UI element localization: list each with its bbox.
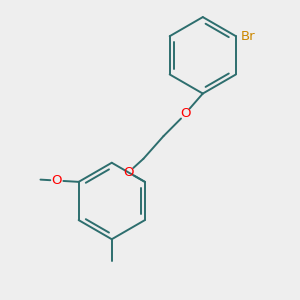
Text: Br: Br xyxy=(240,30,255,43)
Text: O: O xyxy=(180,107,190,120)
Text: O: O xyxy=(123,166,134,179)
Text: O: O xyxy=(52,174,62,187)
